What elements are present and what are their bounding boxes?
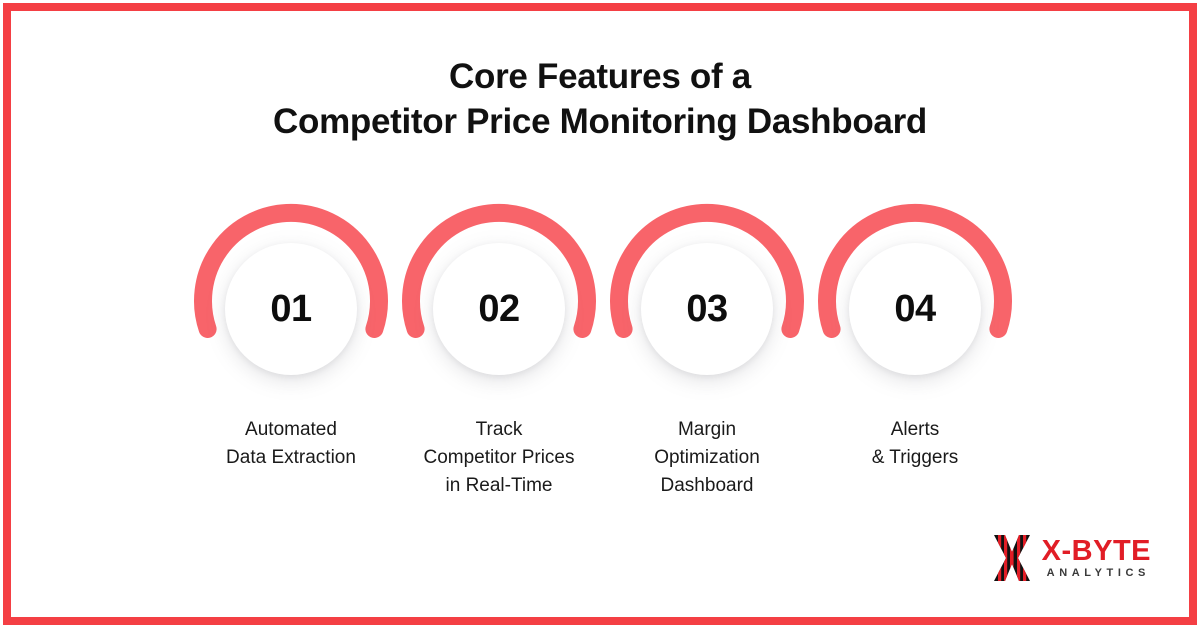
step-caption-line: Margin — [677, 419, 737, 440]
step-number: 03 — [686, 287, 728, 330]
brand-logo: X-BYTE ANALYTICS — [992, 531, 1151, 585]
step-badge: 03 — [609, 204, 805, 407]
step-caption-line: Data Extraction — [226, 447, 356, 468]
step-badge: 01 — [193, 204, 389, 407]
step-badge: 04 — [817, 204, 1013, 407]
step-caption-line: Alerts — [890, 419, 940, 440]
progress-arc-icon — [610, 204, 804, 338]
step-caption-line: in Real-Time — [445, 475, 553, 496]
feature-step: 04 Alerts & Triggers — [811, 204, 1019, 541]
step-caption-line: Track — [475, 419, 523, 440]
x-byte-mark-icon — [993, 535, 1030, 581]
step-number: 02 — [478, 287, 520, 330]
step-number: 04 — [894, 287, 936, 330]
logo-text-block: X-BYTE ANALYTICS — [1042, 536, 1151, 581]
progress-arc-icon — [194, 204, 388, 338]
step-number-disc: 01 — [225, 243, 357, 375]
feature-step: 03 Margin Optimization Dashboard — [603, 204, 811, 541]
step-caption: Track Competitor Prices in Real-Time — [381, 416, 617, 500]
page-title-line-2: Competitor Price Monitoring Dashboard — [273, 102, 927, 141]
feature-step: 01 Automated Data Extraction — [187, 204, 395, 541]
step-badge: 02 — [401, 204, 597, 407]
step-number: 01 — [270, 287, 312, 330]
step-caption: Automated Data Extraction — [173, 416, 409, 472]
step-caption-line: Optimization — [654, 447, 760, 468]
step-caption-line: & Triggers — [871, 447, 959, 468]
logo-tagline: ANALYTICS — [1046, 566, 1150, 579]
step-caption-line: Automated — [245, 419, 337, 440]
step-caption-line: Dashboard — [660, 475, 754, 496]
step-caption: Alerts & Triggers — [797, 416, 1033, 472]
step-caption-line: Competitor Prices — [423, 447, 575, 468]
step-caption: Margin Optimization Dashboard — [589, 416, 825, 500]
feature-step: 02 Track Competitor Prices in Real-Time — [395, 204, 603, 541]
step-number-disc: 03 — [641, 243, 773, 375]
progress-arc-icon — [402, 204, 596, 338]
progress-arc-icon — [818, 204, 1012, 338]
content-stage: Core Features of a Competitor Price Moni… — [11, 11, 1189, 617]
logo-wordmark: X-BYTE — [1041, 534, 1151, 567]
feature-steps-row: 01 Automated Data Extraction 02 — [11, 204, 1189, 541]
step-number-disc: 02 — [433, 243, 565, 375]
page-title: Core Features of a Competitor Price Moni… — [11, 54, 1189, 144]
page-title-line-1: Core Features of a — [449, 57, 751, 96]
step-number-disc: 04 — [849, 243, 981, 375]
